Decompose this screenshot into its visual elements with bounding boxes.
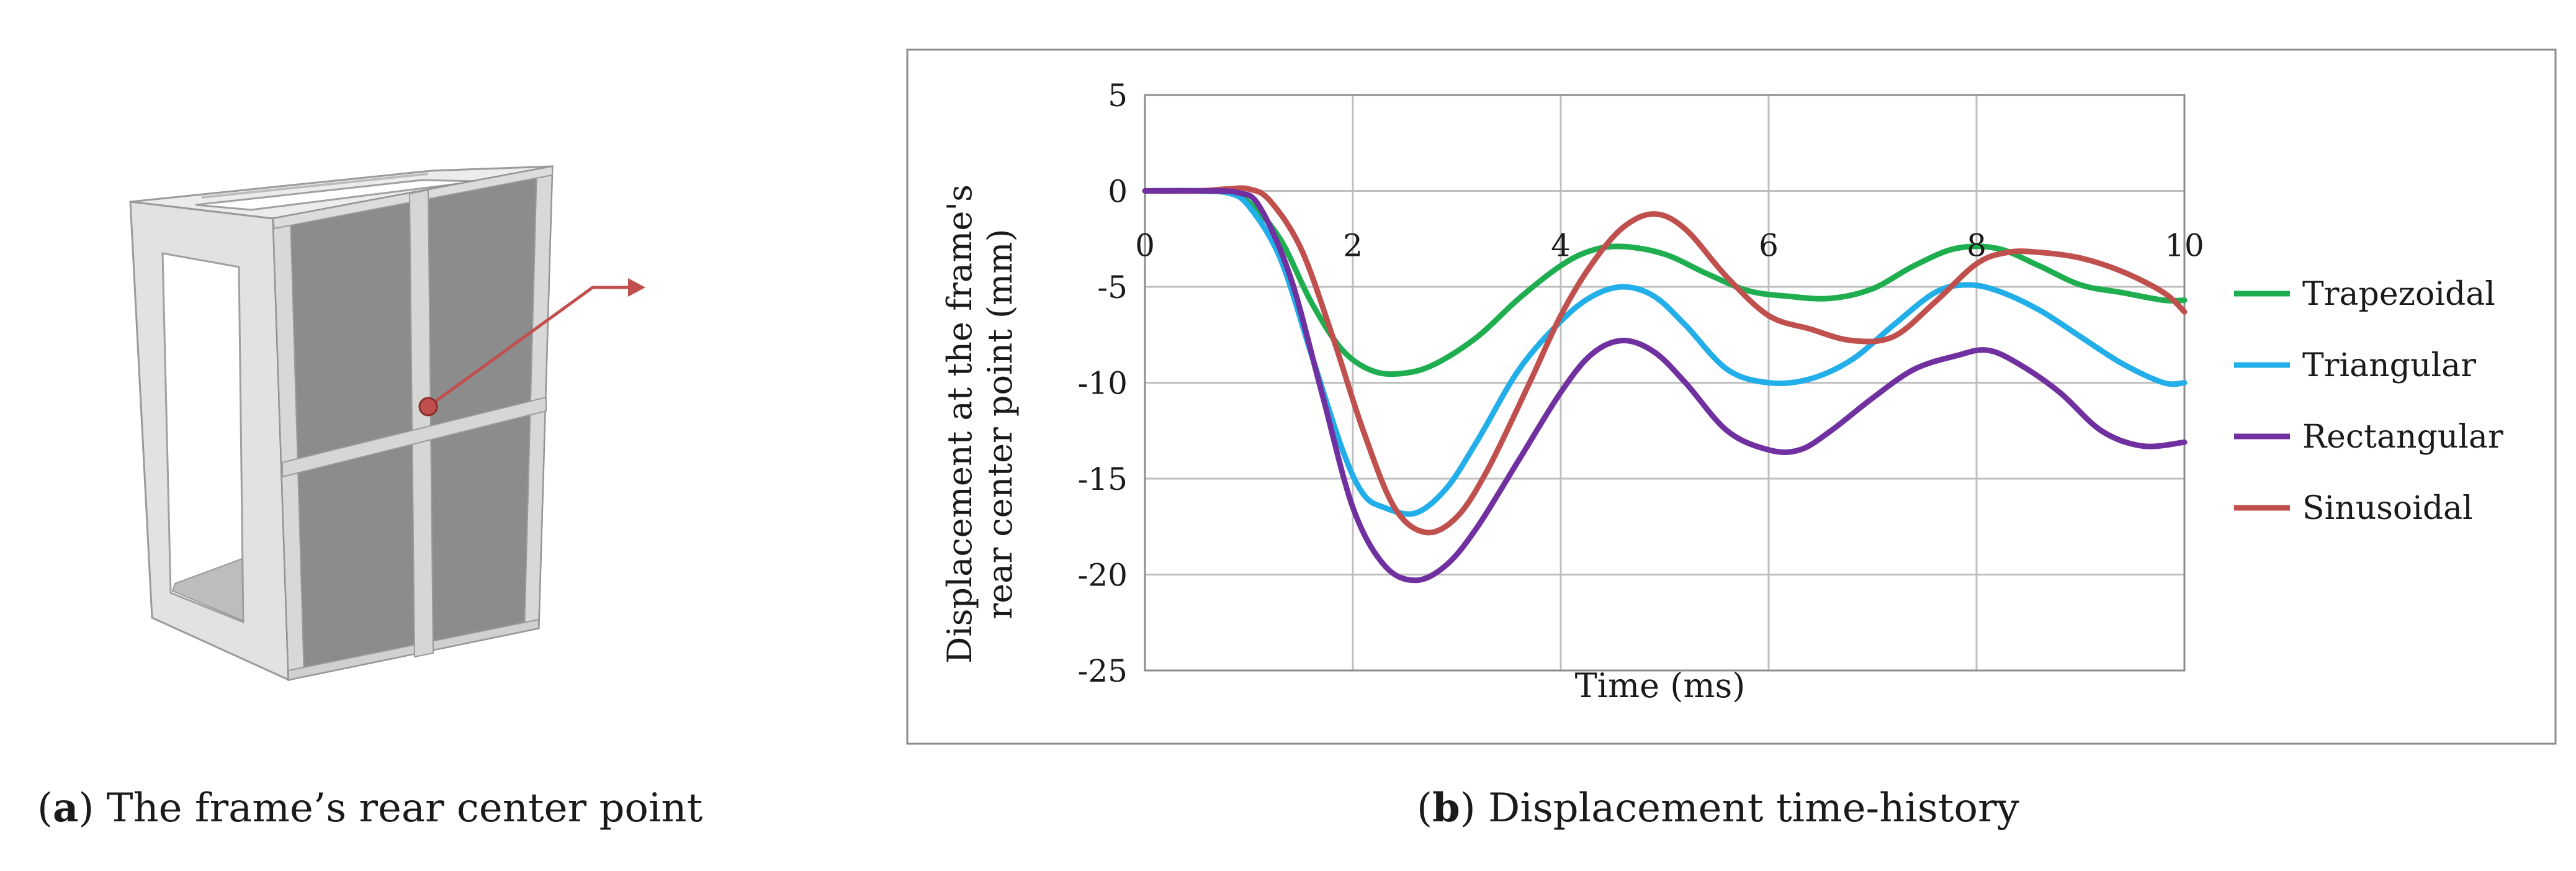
frame-vertical-bar [408, 189, 434, 658]
frame-bottom-shelf [171, 557, 245, 622]
caption-a-letter: a [52, 785, 79, 831]
series-line-sinusoidal [1142, 185, 2188, 536]
x-tick-label: 10 [2165, 228, 2204, 264]
displacement-chart-panel: 5 0 -5 -10 -15 -20 -25 0 2 4 6 8 10 Time (ms) Displa… [906, 48, 2557, 745]
caption-b-letter: b [1432, 785, 1460, 831]
chart-ticks: 50-5-10-15-20-250 2 4 6 8 10 [1077, 78, 2204, 689]
legend-label-rectangular: Rectangular [2302, 418, 2503, 456]
x-tick-label: 6 [1759, 228, 1779, 264]
frame-top-rail [201, 173, 429, 199]
y-tick-label: -15 [1077, 461, 1128, 497]
series-line-rectangular [1142, 187, 2188, 584]
frame-illustration-panel [0, 0, 869, 871]
y-axis-label: Displacement at the frame's rear center … [940, 184, 1020, 664]
y-tick-label: 5 [1108, 78, 1128, 114]
caption-b-text: Displacement time-history [1488, 785, 2019, 831]
y-axis-label-line2: rear center point (mm) [981, 228, 1020, 619]
legend-label-sinusoidal: Sinusoidal [2302, 490, 2473, 527]
legend-label-triangular: Triangular [2302, 347, 2476, 384]
y-tick-label: -10 [1077, 366, 1128, 402]
y-tick-label: -20 [1077, 557, 1128, 593]
y-tick-label: -5 [1097, 269, 1128, 305]
y-tick-label: -25 [1077, 653, 1128, 689]
rear-center-point-marker [418, 397, 438, 417]
frame-left-opening [161, 252, 245, 624]
pointer-arrowhead [628, 278, 645, 297]
chart-grid [1144, 94, 2186, 672]
x-tick-label: 8 [1967, 228, 1986, 264]
chart-legend: Trapezoidal Triangular Rectangular Sinusoid… [2234, 276, 2503, 527]
caption-b: (b) Displacement time-history [1417, 785, 2019, 831]
caption-a-text: The frame’s rear center point [106, 785, 703, 831]
frame-rear-border-bottom [288, 618, 539, 681]
x-tick-label: 0 [1135, 228, 1155, 264]
pointer-line [427, 286, 636, 408]
y-axis-label-line1: Displacement at the frame's [940, 184, 979, 664]
frame-illustration [129, 165, 645, 682]
chart-series [1142, 185, 2188, 584]
x-axis-label: Time (ms) [1575, 666, 1746, 705]
chart-border [906, 48, 2557, 745]
frame-horizontal-bar [282, 396, 547, 478]
y-tick-label: 0 [1108, 174, 1128, 210]
caption-a: (a) The frame’s rear center point [37, 785, 703, 831]
legend-label-trapezoidal: Trapezoidal [2302, 276, 2495, 313]
x-tick-label: 2 [1343, 228, 1363, 264]
x-tick-label: 4 [1551, 228, 1571, 264]
displacement-chart: 50-5-10-15-20-250 2 4 6 8 10 Time (ms) Displa… [906, 48, 2557, 745]
